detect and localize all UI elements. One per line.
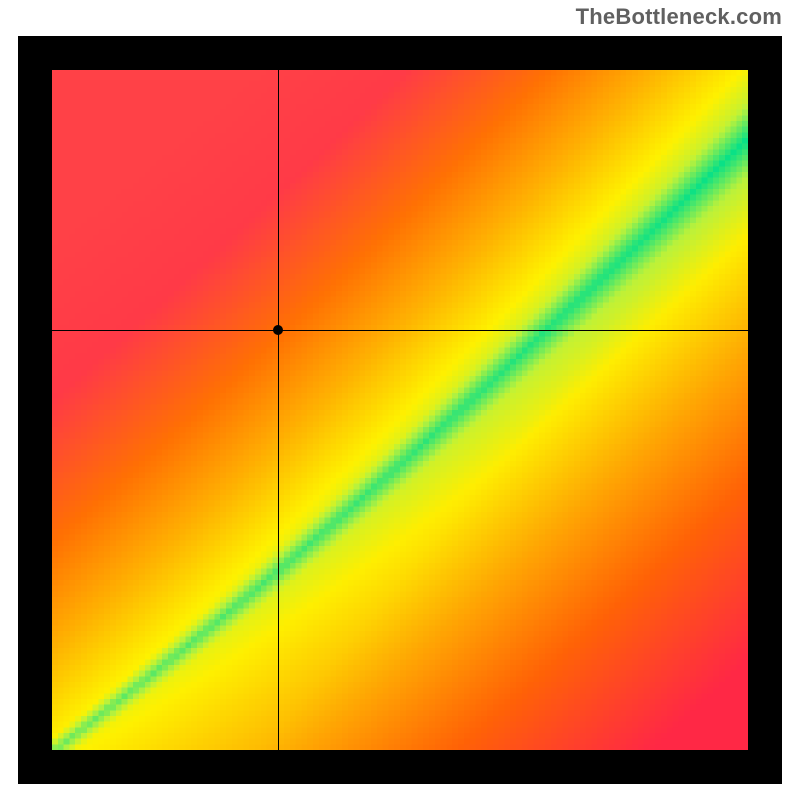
selected-point-marker [273,325,283,335]
crosshair-horizontal [52,330,748,331]
chart-outer-frame [18,36,782,784]
crosshair-vertical [278,70,279,750]
watermark-text: TheBottleneck.com [576,4,782,30]
bottleneck-heatmap [52,70,748,750]
